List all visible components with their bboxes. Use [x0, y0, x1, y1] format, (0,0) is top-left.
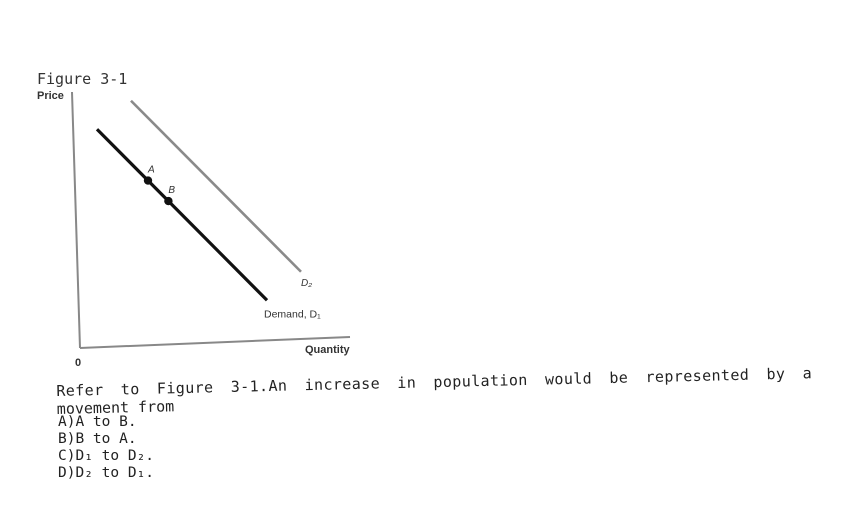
- option-d[interactable]: D) D₂ to D₁.: [58, 465, 154, 482]
- demand-d1-line: [95, 128, 269, 302]
- option-key: A): [58, 414, 76, 430]
- option-c[interactable]: C) D₁ to D₂.: [58, 448, 154, 465]
- option-text: B to A.: [75, 431, 137, 447]
- option-a[interactable]: A) A to B.: [58, 414, 154, 431]
- point-a-label: A: [147, 165, 155, 176]
- answer-options: A) A to B. B) B to A. C) D₁ to D₂. D) D₂ to D₁.: [58, 414, 154, 482]
- question-word: would: [544, 369, 593, 389]
- question-word: by: [766, 364, 786, 384]
- option-key: B): [58, 431, 76, 447]
- figure-title: Figure 3-1: [37, 70, 128, 88]
- series-layer: Demand, D₁ D₂: [95, 99, 321, 320]
- option-b[interactable]: B) B to A.: [58, 431, 154, 448]
- point-b-label: B: [168, 185, 175, 196]
- question-word: Refer: [56, 380, 104, 401]
- question-word: in: [397, 373, 417, 392]
- y-axis: [71, 91, 81, 349]
- question-word: to: [120, 380, 140, 399]
- question-word: 3-1.An: [230, 376, 288, 396]
- point-b: [164, 196, 173, 206]
- question-word: increase: [304, 374, 381, 395]
- x-axis: [79, 336, 351, 349]
- option-text: D₂ to D₁.: [75, 465, 155, 481]
- origin-label: 0: [75, 357, 81, 369]
- option-text: D₁ to D₂.: [75, 448, 155, 464]
- question-word: population: [433, 370, 528, 392]
- question-word: represented: [645, 365, 750, 387]
- y-axis-label: Price: [37, 90, 64, 102]
- question-word: a: [802, 364, 813, 383]
- demand-d1-label: Demand, D₁: [264, 308, 321, 320]
- question-word: be: [609, 368, 629, 387]
- question-word: Figure: [156, 378, 214, 398]
- x-axis-label: Quantity: [305, 344, 350, 356]
- option-text: A to B.: [75, 414, 137, 430]
- option-key: C): [58, 448, 76, 464]
- question-line: Refer to Figure 3-1.An increase in population w…: [56, 364, 812, 400]
- points-layer: AB: [143, 165, 175, 206]
- option-key: D): [58, 465, 76, 481]
- demand-d2-line: [130, 99, 302, 273]
- point-a: [143, 176, 153, 185]
- demand-d2-label: D₂: [301, 278, 312, 289]
